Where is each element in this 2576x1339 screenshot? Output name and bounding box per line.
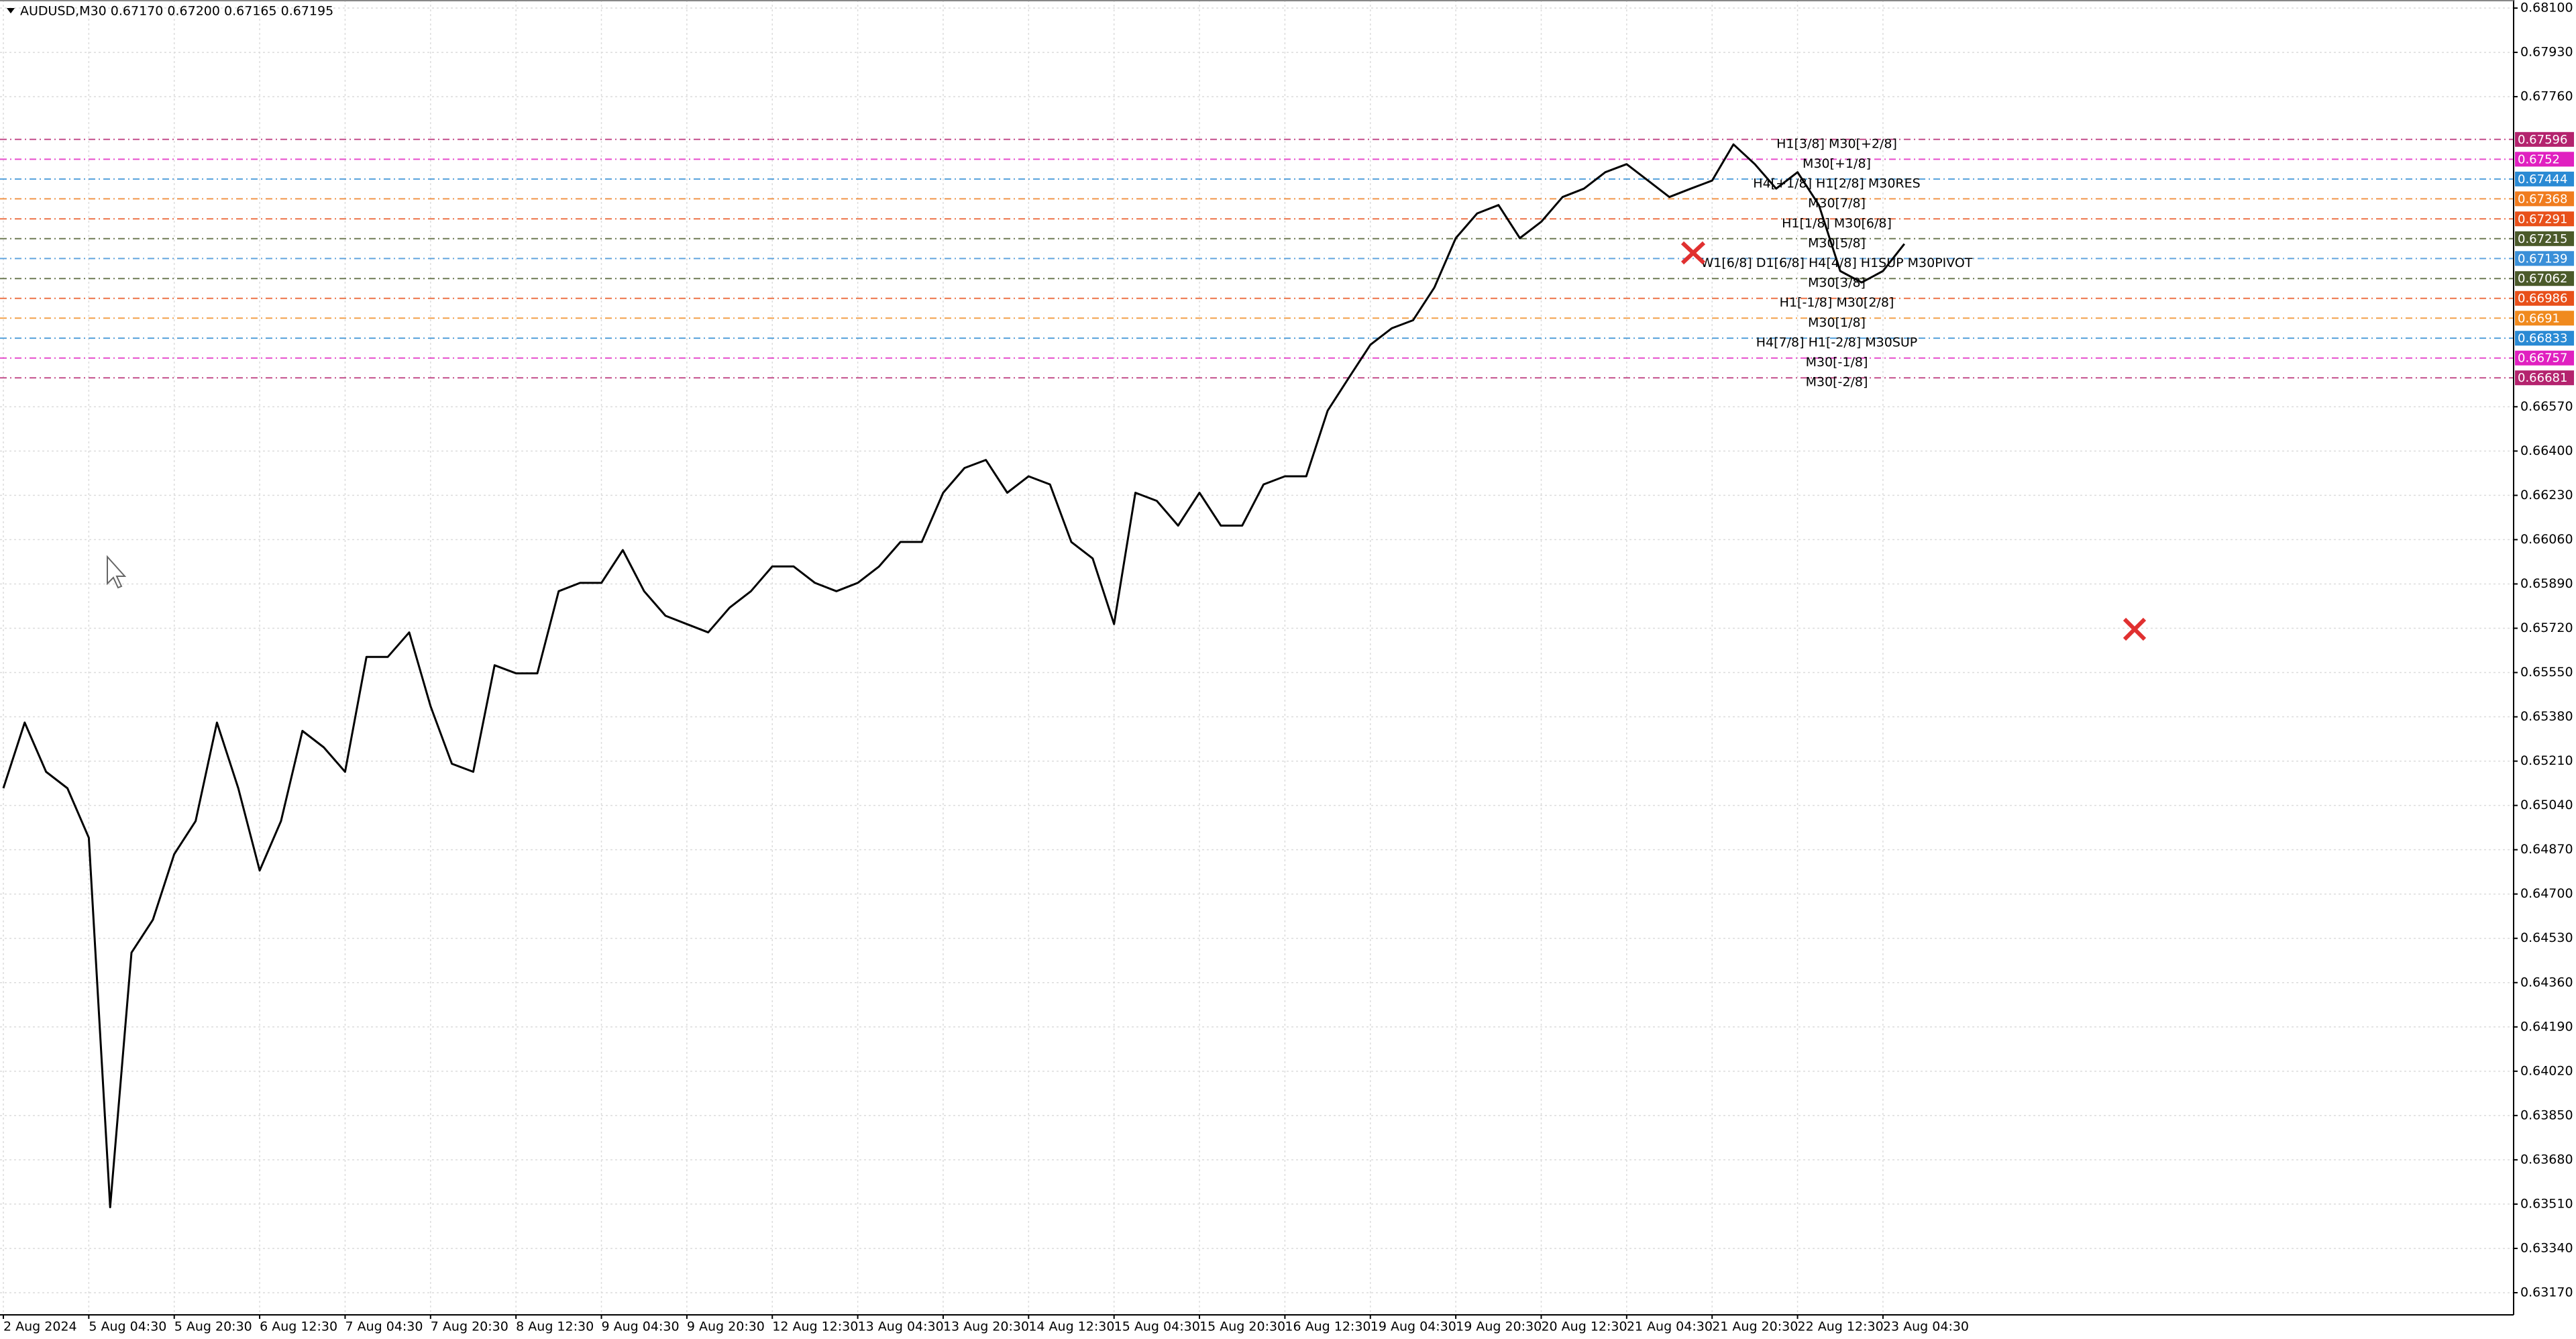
price-tag-label: 0.67291: [2518, 212, 2567, 226]
price-line: [2, 143, 1905, 1209]
y-tick-label: 0.64360: [2520, 975, 2573, 989]
price-tag-label: 0.6752: [2518, 152, 2560, 166]
y-tick-label: 0.63680: [2520, 1152, 2573, 1167]
x-tick-label: 19 Aug 20:30: [1456, 1320, 1542, 1334]
price-tag-label: 0.66833: [2518, 331, 2567, 345]
level-label: H4[+1/8] H1[2/8] M30RES: [1753, 176, 1920, 191]
price-tag-label: 0.67444: [2518, 172, 2567, 186]
x-tick-label: 7 Aug 20:30: [431, 1320, 508, 1334]
price-tag: [2515, 131, 2574, 147]
price-tag: [2515, 152, 2574, 167]
price-tag-label: 0.67215: [2518, 232, 2567, 246]
level-label: H1[-1/8] M30[2/8]: [1780, 295, 1894, 310]
price-tag-label: 0.67062: [2518, 272, 2567, 286]
y-tick-label: 0.63340: [2520, 1240, 2573, 1255]
delete-mark[interactable]: [1680, 241, 1706, 265]
x-tick-label: 19 Aug 04:30: [1371, 1320, 1456, 1334]
level-label: H4[7/8] H1[-2/8] M30SUP: [1756, 335, 1918, 350]
plot: [2, 143, 1905, 1209]
y-tick-label: 0.65720: [2520, 621, 2573, 635]
price-tag: [2515, 350, 2574, 366]
x-tick-label: 6 Aug 12:30: [260, 1320, 337, 1334]
x-tick-label: 15 Aug 20:30: [1199, 1320, 1285, 1334]
price-tag: [2515, 191, 2574, 207]
price-tag-label: 0.67368: [2518, 192, 2567, 206]
x-tick-label: 20 Aug 12:30: [1541, 1320, 1627, 1334]
level-label: H1[3/8] M30[+2/8]: [1776, 136, 1897, 151]
price-tag-label: 0.67596: [2518, 133, 2567, 147]
x-tick-label: 9 Aug 20:30: [687, 1320, 765, 1334]
x-tick-label: 5 Aug 04:30: [89, 1320, 166, 1334]
y-tick-label: 0.66400: [2520, 443, 2573, 458]
price-tag: [2515, 251, 2574, 266]
y-tick-label: 0.65380: [2520, 709, 2573, 724]
price-tag: [2515, 311, 2574, 326]
price-tag-label: 0.66757: [2518, 352, 2567, 366]
price-tag: [2515, 231, 2574, 246]
y-tick-label: 0.65210: [2520, 753, 2573, 768]
mouse-cursor: [107, 555, 127, 589]
level-label: M30[-1/8]: [1806, 355, 1868, 370]
delete-mark[interactable]: [2123, 617, 2147, 641]
x-tick-label: 5 Aug 20:30: [174, 1320, 252, 1334]
price-tag: [2515, 370, 2574, 386]
cross-stroke: [1680, 241, 1706, 265]
x-tick-label: 13 Aug 04:30: [858, 1320, 944, 1334]
y-tick-label: 0.66570: [2520, 399, 2573, 414]
y-tick-label: 0.63170: [2520, 1285, 2573, 1299]
y-tick-label: 0.64020: [2520, 1063, 2573, 1078]
x-tick-label: 15 Aug 04:30: [1114, 1320, 1200, 1334]
price-tag-label: 0.66681: [2518, 371, 2567, 385]
x-tick-label: 16 Aug 12:30: [1285, 1320, 1371, 1334]
price-tag: [2515, 331, 2574, 346]
level-label: H1[1/8] M30[6/8]: [1782, 216, 1892, 231]
x-tick-label: 21 Aug 20:30: [1712, 1320, 1798, 1334]
y-tick-label: 0.64530: [2520, 930, 2573, 945]
y-tick-label: 0.63850: [2520, 1108, 2573, 1122]
y-tick-label: 0.64700: [2520, 886, 2573, 901]
price-tag-label: 0.6691: [2518, 311, 2560, 325]
price-tag-label: 0.66986: [2518, 292, 2567, 306]
y-tick-label: 0.65550: [2520, 665, 2573, 680]
level-label: M30[+1/8]: [1803, 156, 1871, 171]
x-tick-label: 2 Aug 2024: [3, 1320, 77, 1334]
y-tick-label: 0.66230: [2520, 488, 2573, 502]
x-tick-label: 13 Aug 20:30: [943, 1320, 1029, 1334]
y-tick-label: 0.66060: [2520, 532, 2573, 547]
price-tag: [2515, 271, 2574, 286]
price-tag-label: 0.67139: [2518, 252, 2567, 266]
price-tag: [2515, 211, 2574, 227]
y-tick-label: 0.68100: [2520, 1, 2573, 15]
level-label: M30[7/8]: [1808, 196, 1866, 211]
y-tick-label: 0.65890: [2520, 576, 2573, 591]
y-tick-label: 0.64190: [2520, 1019, 2573, 1034]
price-tag: [2515, 290, 2574, 306]
y-tick-label: 0.67760: [2520, 89, 2573, 104]
cross-stroke: [2123, 617, 2147, 641]
x-tick-label: 21 Aug 04:30: [1627, 1320, 1713, 1334]
level-label: M30[3/8]: [1808, 276, 1866, 290]
level-label: M30[-2/8]: [1806, 375, 1868, 390]
y-tick-label: 0.64870: [2520, 842, 2573, 857]
y-tick-label: 0.65040: [2520, 798, 2573, 812]
levels: H1[3/8] M30[+2/8] M30[+1/8] H4[+1/8] H1[2/…: [0, 136, 2514, 390]
x-tick-label: 9 Aug 04:30: [602, 1320, 680, 1334]
x-tick-label: 12 Aug 12:30: [772, 1320, 858, 1334]
x-tick-label: 14 Aug 12:30: [1028, 1320, 1114, 1334]
y-tick-label: 0.63510: [2520, 1196, 2573, 1211]
y-tick-label: 0.67930: [2520, 45, 2573, 60]
level-label: M30[1/8]: [1808, 315, 1866, 330]
x-tick-label: 23 Aug 04:30: [1883, 1320, 1969, 1334]
level-label: M30[5/8]: [1808, 235, 1866, 250]
grid: [0, 0, 2514, 1315]
price-tag: [2515, 171, 2574, 186]
x-tick-label: 22 Aug 12:30: [1798, 1320, 1884, 1334]
x-tick-label: 7 Aug 04:30: [345, 1320, 423, 1334]
x-tick-label: 8 Aug 12:30: [516, 1320, 594, 1334]
menu-arrow[interactable]: [7, 8, 15, 13]
chart-header: AUDUSD,M30 0.67170 0.67200 0.67165 0.671…: [20, 4, 333, 19]
